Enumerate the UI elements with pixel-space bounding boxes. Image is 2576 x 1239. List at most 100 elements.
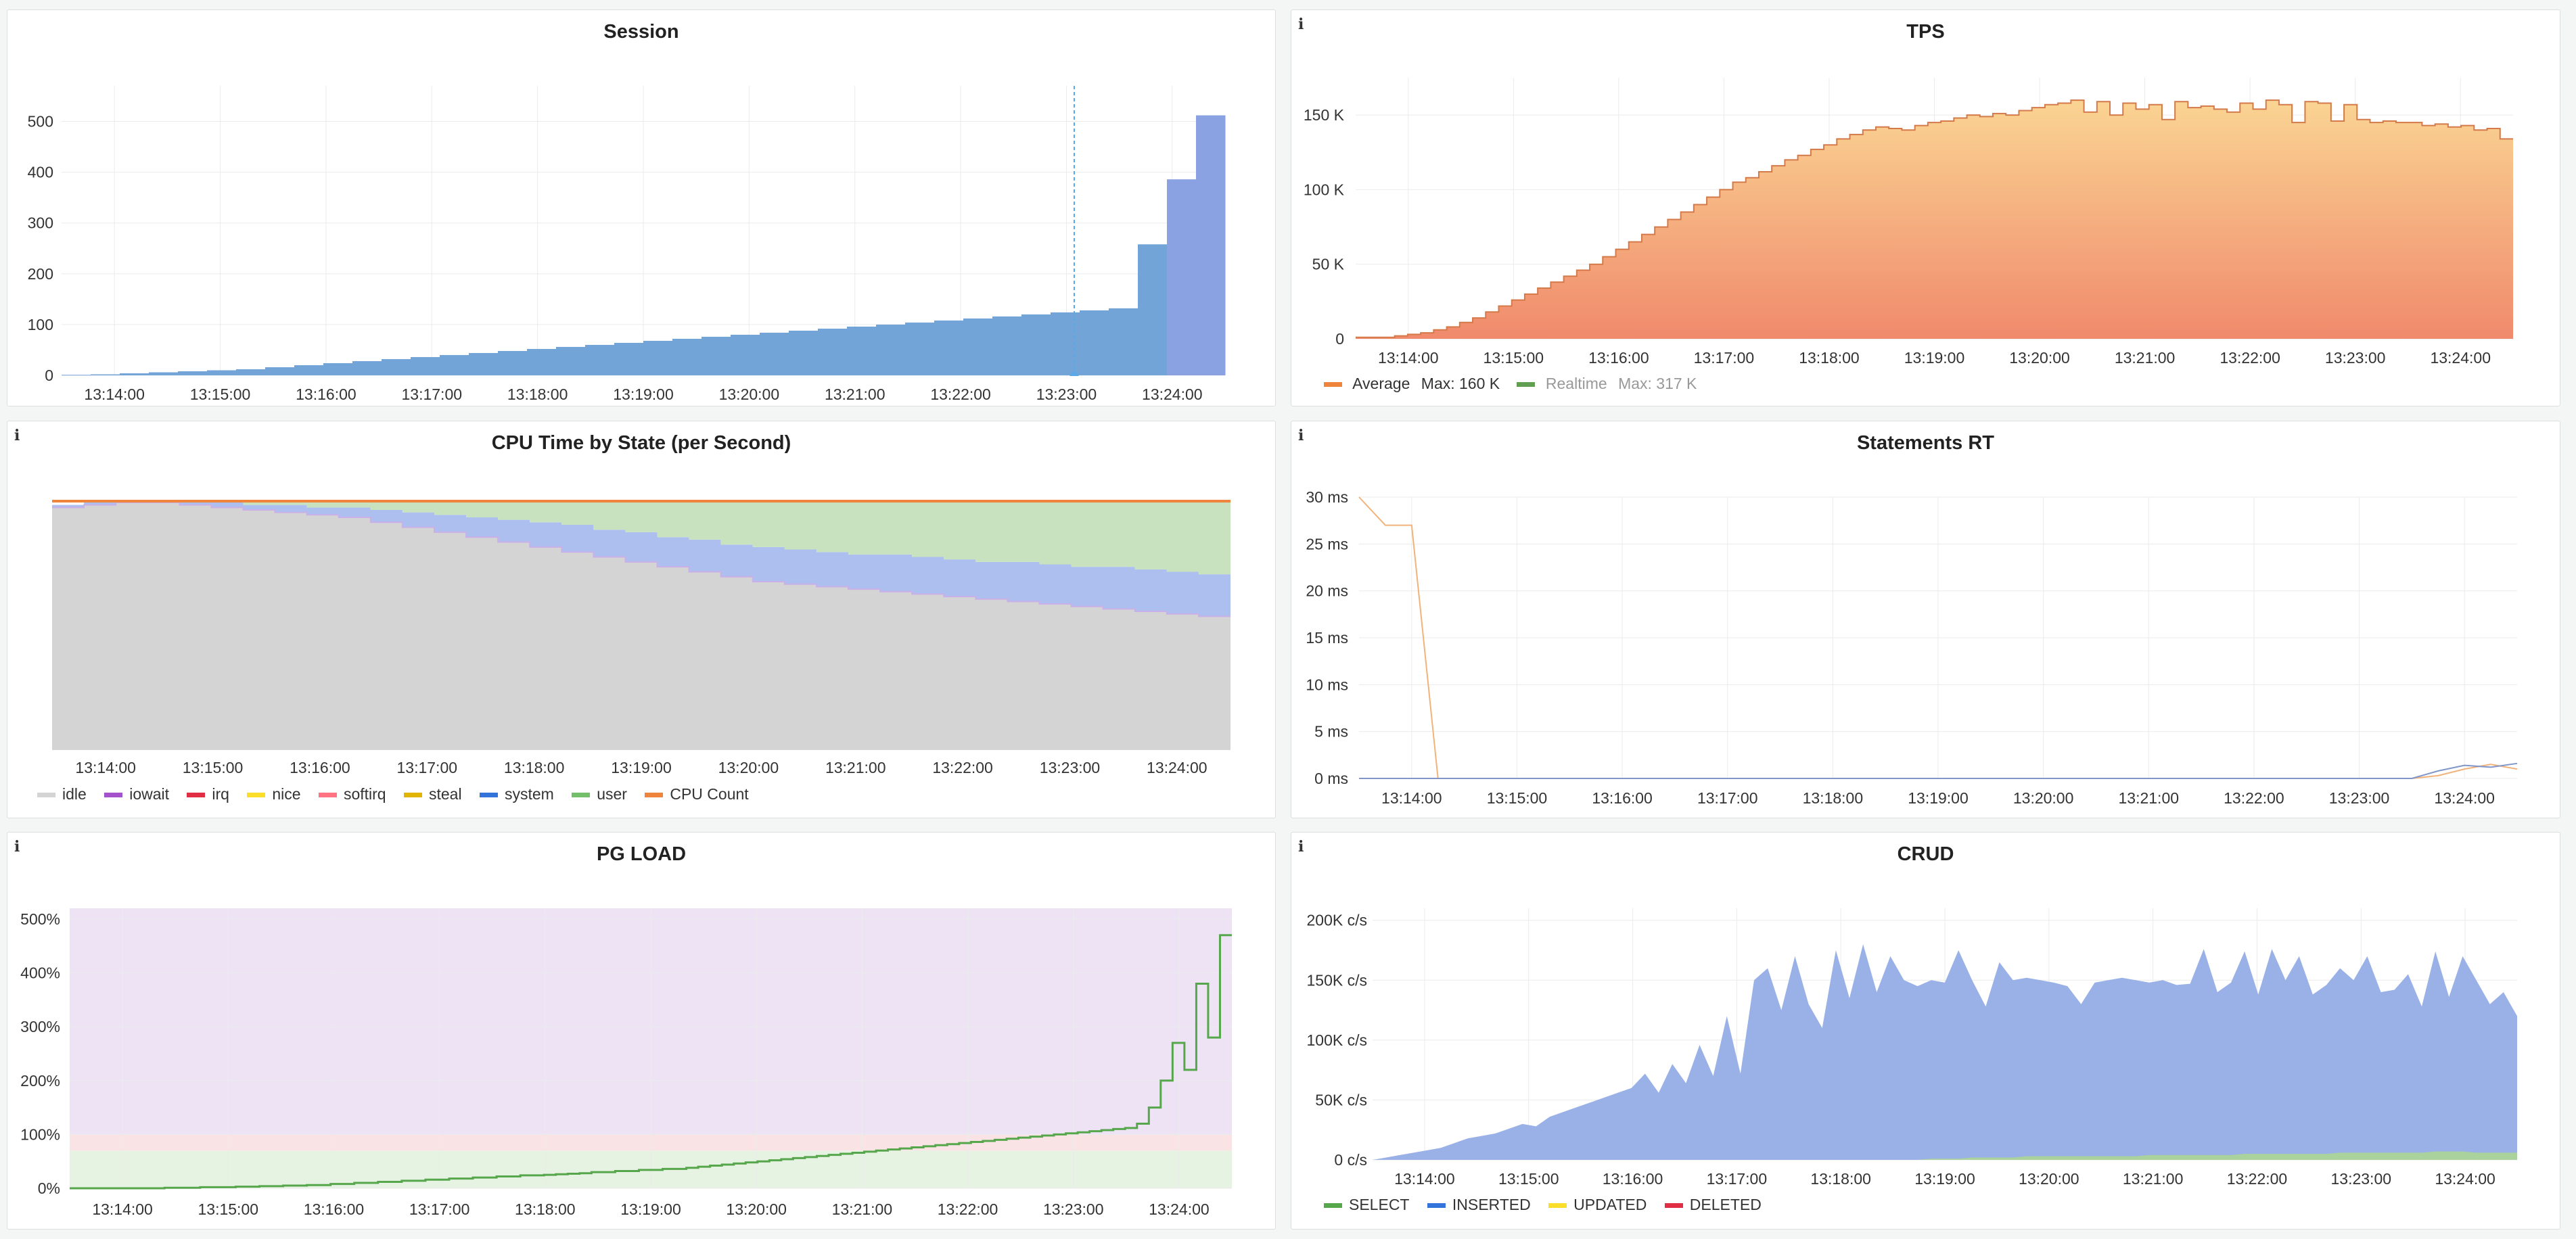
tick-label: 13:23:00 <box>2325 349 2386 367</box>
legend-item[interactable]: Average Max: 160 K <box>1324 375 1500 393</box>
tick-label: 13:21:00 <box>825 385 886 403</box>
session-bar <box>702 336 731 375</box>
tick-label: 13:24:00 <box>1147 759 1208 776</box>
info-icon[interactable]: i <box>14 427 20 444</box>
tick-label: 13:21:00 <box>825 759 886 776</box>
legend-item[interactable]: nice <box>247 785 301 803</box>
tick-label: 13:19:00 <box>611 759 672 776</box>
panel-statements-rt[interactable]: i Statements RT 0 ms 5 ms 10 ms 15 ms 20 ms 2… <box>1291 421 2560 818</box>
tick-label: 13:20:00 <box>718 759 779 776</box>
tick-label: 100 <box>28 316 53 333</box>
panel-title[interactable]: CRUD <box>1897 843 1954 865</box>
tick-label: 500 <box>28 113 53 131</box>
tick-label: 13:14:00 <box>1381 789 1442 807</box>
tick-label: 13:24:00 <box>2430 349 2491 367</box>
panel-crud[interactable]: i CRUD 0 c/s 50K c/s 100K c/s 150K c/s 200K … <box>1291 832 2560 1230</box>
panel-pg-load[interactable]: i PG LOAD 0% 100% 200% 300% 400% 500% 13:14:0… <box>7 832 1276 1230</box>
legend-item[interactable]: SELECT <box>1324 1196 1409 1213</box>
tick-label: 13:14:00 <box>1378 349 1439 367</box>
session-bar <box>236 369 266 375</box>
tick-label: 30 ms <box>1306 488 1348 506</box>
tick-label: 13:15:00 <box>190 385 251 403</box>
legend-label: Average <box>1352 375 1410 392</box>
panel-cpu[interactable]: i CPU Time by State (per Second) 13:14:0… <box>7 421 1276 818</box>
panel-title[interactable]: Session <box>603 21 679 43</box>
tick-label: 13:14:00 <box>92 1200 153 1218</box>
session-bar <box>585 344 615 375</box>
tick-label: 15 ms <box>1306 629 1348 647</box>
tick-label: 13:23:00 <box>1043 1200 1104 1218</box>
panel-session[interactable]: Session 0 100 200 300 400 500 13:14:00 13:15:0… <box>7 9 1276 406</box>
legend-swatch <box>1516 382 1535 388</box>
tick-label: 200K c/s <box>1307 912 1368 929</box>
session-bar <box>1167 179 1197 375</box>
tick-label: 13:24:00 <box>2434 789 2495 807</box>
session-bar <box>469 352 499 375</box>
hover-marker <box>1070 370 1079 376</box>
tick-label: 200 <box>28 265 53 283</box>
tick-label: 0 <box>1335 330 1344 348</box>
legend-item[interactable]: softirq <box>318 785 386 803</box>
legend-stat: Max: 160 K <box>1421 375 1500 392</box>
legend-item[interactable]: steal <box>403 785 462 803</box>
tick-label: 100K c/s <box>1307 1031 1368 1049</box>
info-icon[interactable]: i <box>1298 427 1304 444</box>
tick-label: 13:15:00 <box>1487 789 1548 807</box>
pg-load-chart[interactable]: 0% 100% 200% 300% 400% 500% 13:14:00 13:15:00 1… <box>7 833 1275 1229</box>
legend-swatch <box>403 793 422 798</box>
session-bar <box>818 328 848 375</box>
tick-label: 13:18:00 <box>1810 1170 1871 1188</box>
tps-chart[interactable]: 0 50 K 100 K 150 K 13:14:00 13:15:00 13:16:00… <box>1291 10 2560 406</box>
tick-label: 13:20:00 <box>2019 1170 2079 1188</box>
tick-label: 13:14:00 <box>75 759 136 776</box>
legend-item[interactable]: Realtime Max: 317 K <box>1516 375 1697 393</box>
session-bar <box>905 322 935 375</box>
legend-item[interactable]: irq <box>187 785 229 803</box>
tick-label: 13:24:00 <box>1149 1200 1210 1218</box>
panel-title[interactable]: TPS <box>1906 21 1945 43</box>
legend-item[interactable]: DELETED <box>1664 1196 1762 1213</box>
info-icon[interactable]: i <box>1298 838 1304 856</box>
session-bar <box>91 374 120 375</box>
panel-title[interactable]: CPU Time by State (per Second) <box>491 432 791 454</box>
legend-label: idle <box>62 785 87 803</box>
statements-rt-chart[interactable]: 0 ms 5 ms 10 ms 15 ms 20 ms 25 ms 30 ms 13:14:… <box>1291 421 2560 818</box>
panel-title[interactable]: PG LOAD <box>596 843 687 865</box>
tick-label: 13:16:00 <box>1588 349 1649 367</box>
tick-label: 300% <box>20 1018 60 1035</box>
legend-item[interactable]: INSERTED <box>1427 1196 1531 1213</box>
tick-label: 13:24:00 <box>1142 385 1203 403</box>
legend-item[interactable]: idle <box>37 785 87 803</box>
tick-label: 13:20:00 <box>726 1200 787 1218</box>
session-bar <box>382 358 411 375</box>
legend-swatch <box>247 793 266 798</box>
panel-tps[interactable]: i TPS 0 50 K 100 K 150 K 13:14:00 13:15:00 13… <box>1291 9 2560 406</box>
crud-chart[interactable]: 0 c/s 50K c/s 100K c/s 150K c/s 200K c/s 13:… <box>1291 833 2560 1229</box>
session-bar <box>411 356 440 375</box>
tick-label: 300 <box>28 214 53 232</box>
session-bar <box>847 326 877 375</box>
legend-swatch <box>1324 382 1342 388</box>
panel-title[interactable]: Statements RT <box>1856 432 1995 454</box>
legend-label: softirq <box>343 785 386 803</box>
legend-item[interactable]: user <box>572 785 627 803</box>
tick-label: 13:14:00 <box>1394 1170 1455 1188</box>
info-icon[interactable]: i <box>14 838 20 856</box>
cpu-chart[interactable]: 13:14:00 13:15:00 13:16:00 13:17:00 13:18:00… <box>7 421 1275 818</box>
legend-item[interactable]: CPU Count <box>645 785 749 803</box>
legend-label: system <box>504 785 554 803</box>
session-bar <box>876 324 906 375</box>
tick-label: 13:19:00 <box>1908 789 1969 807</box>
legend-item[interactable]: UPDATED <box>1548 1196 1647 1213</box>
legend-swatch <box>1427 1203 1446 1209</box>
tick-label: 13:22:00 <box>938 1200 998 1218</box>
legend-item[interactable]: iowait <box>104 785 169 803</box>
tick-label: 13:18:00 <box>1803 789 1864 807</box>
tick-label: 13:17:00 <box>409 1200 470 1218</box>
session-bar <box>789 330 819 375</box>
inserted-area <box>1373 944 2517 1160</box>
session-chart[interactable]: 0 100 200 300 400 500 13:14:00 13:15:00 13:16:0… <box>7 10 1275 406</box>
legend-item[interactable]: system <box>479 785 554 803</box>
info-icon[interactable]: i <box>1298 16 1304 33</box>
tick-label: 13:20:00 <box>2013 789 2074 807</box>
